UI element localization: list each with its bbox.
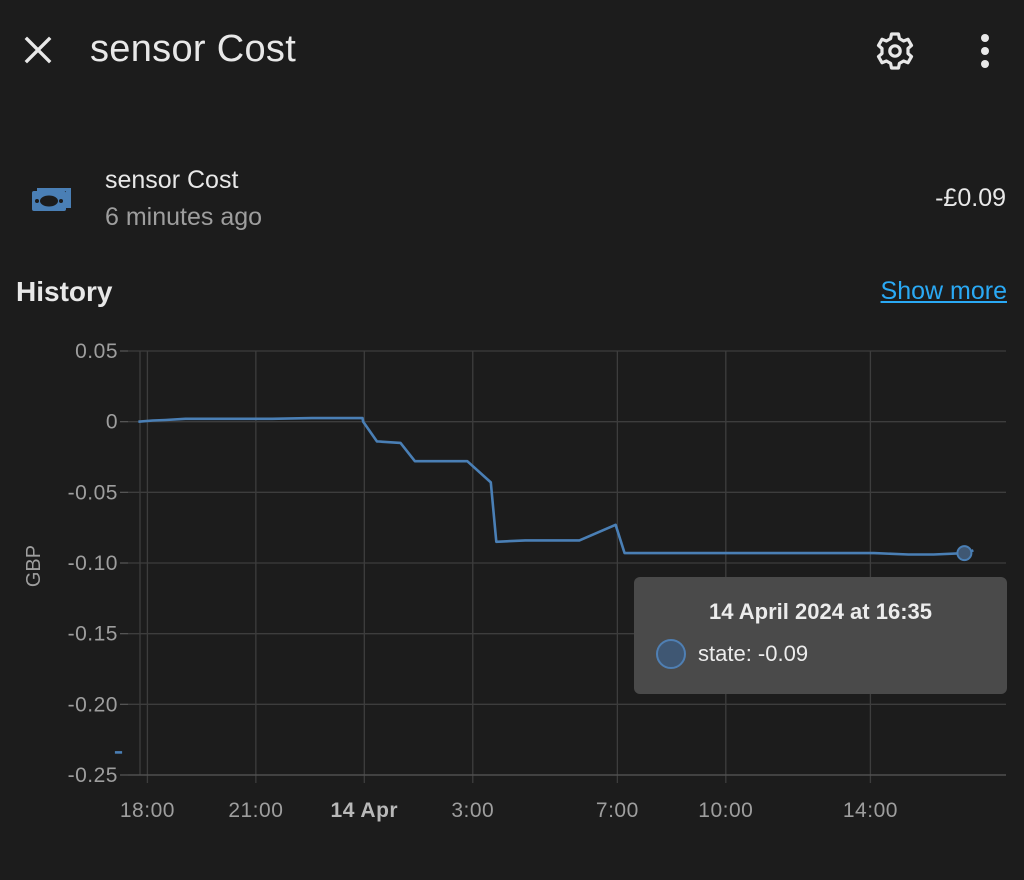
more-vertical-icon: [981, 34, 989, 68]
y-tick-label: -0.20: [68, 693, 118, 716]
tooltip-series-marker: [656, 639, 686, 669]
x-tick-label: 10:00: [698, 799, 753, 822]
tooltip-title: 14 April 2024 at 16:35: [709, 599, 932, 624]
close-button[interactable]: [12, 24, 64, 76]
chart-tooltip: 14 April 2024 at 16:35 state: -0.09: [634, 577, 1007, 694]
entity-last-changed: 6 minutes ago: [105, 203, 263, 231]
entity-row: sensor Cost 6 minutes ago -£0.09: [0, 150, 1024, 250]
chart-series: [114, 416, 974, 754]
history-heading: History: [16, 276, 113, 307]
dialog-title: sensor Cost: [90, 28, 297, 70]
x-tick-label: 14:00: [843, 799, 898, 822]
y-axis-ticks: 0.05 0 -0.05 -0.10 -0.15 -0.20 -0.25: [68, 340, 118, 787]
overflow-menu-button[interactable]: [958, 24, 1012, 78]
series-line: [138, 416, 974, 556]
x-tick-label: 3:00: [451, 799, 494, 822]
x-tick-label: 18:00: [120, 799, 175, 822]
show-more-link[interactable]: Show more: [880, 277, 1007, 305]
cash-icon: [32, 188, 71, 211]
chart-grid: [120, 350, 1006, 783]
y-tick-label: -0.05: [68, 481, 118, 504]
settings-button[interactable]: [868, 24, 922, 78]
x-tick-label: 7:00: [596, 799, 639, 822]
x-tick-label: 21:00: [228, 799, 283, 822]
app-header: sensor Cost: [0, 0, 1024, 104]
y-tick-label: -0.25: [68, 764, 118, 787]
y-tick-label: -0.15: [68, 623, 118, 646]
entity-state-value: -£0.09: [935, 184, 1006, 212]
x-tick-label: 14 Apr: [331, 799, 399, 822]
y-tick-label: 0: [106, 411, 118, 434]
y-tick-label: 0.05: [75, 340, 118, 363]
gear-icon: [876, 32, 914, 70]
highlighted-data-point: [956, 545, 973, 562]
y-axis-label: GBP: [23, 545, 45, 587]
tooltip-value: state: -0.09: [698, 641, 809, 666]
x-axis-ticks: 18:00 21:00 14 Apr 3:00 7:00 10:00 14:00: [120, 799, 898, 822]
close-icon: [24, 36, 52, 64]
entity-name: sensor Cost: [105, 166, 239, 194]
y-tick-label: -0.10: [68, 552, 118, 575]
